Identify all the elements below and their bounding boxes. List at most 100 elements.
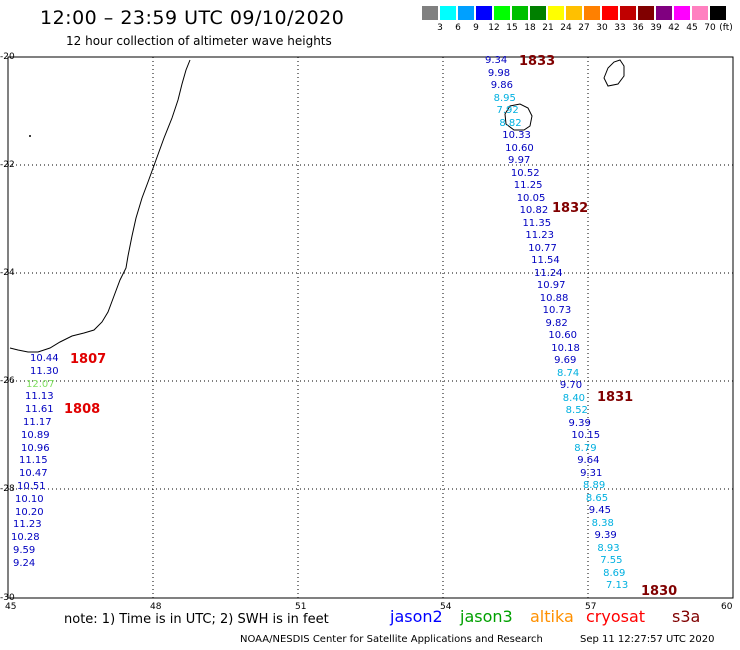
pass-time-label: 1831 xyxy=(597,390,634,405)
scale-swatch xyxy=(620,6,636,20)
page-subtitle: 12 hour collection of altimeter wave hei… xyxy=(66,34,332,48)
satellite-legend-item: cryosat xyxy=(586,607,646,626)
scale-label: 45 xyxy=(686,23,698,33)
mauritius-island xyxy=(603,59,625,87)
scale-label: 30 xyxy=(596,23,608,33)
wave-height-value: 10.77 xyxy=(528,242,557,254)
scale-label: 18 xyxy=(524,23,536,33)
scale-label: 12 xyxy=(488,23,500,33)
wave-height-value: 11.24 xyxy=(533,267,563,279)
wave-height-value: 10.18 xyxy=(551,342,580,354)
x-tick-label: 51 xyxy=(295,602,307,612)
wave-height-value: 8.89 xyxy=(582,480,606,491)
wave-height-value: 10.10 xyxy=(15,493,44,505)
wave-height-value: 10.15 xyxy=(571,430,601,441)
wave-height-value: 11.15 xyxy=(19,455,48,467)
scale-label: 42 xyxy=(668,23,680,33)
scale-label: 9 xyxy=(473,23,479,33)
satellite-legend-item: jason2 xyxy=(390,607,443,626)
wave-height-value: 12.07 xyxy=(26,378,55,390)
scale-label: 21 xyxy=(542,23,554,33)
wave-height-value: 8.82 xyxy=(499,117,522,129)
reunion-island xyxy=(504,103,533,131)
scale-swatch xyxy=(602,6,618,20)
scale-swatch xyxy=(422,6,438,20)
generation-timestamp: Sep 11 12:27:57 UTC 2020 xyxy=(580,634,715,645)
wave-height-value: 8.95 xyxy=(493,92,516,104)
scale-label: 15 xyxy=(506,23,518,33)
wave-height-value: 9.86 xyxy=(490,80,514,91)
small-islet xyxy=(29,135,31,137)
wave-height-value: 11.25 xyxy=(513,180,543,191)
y-tick-label: -30 xyxy=(0,593,15,603)
wave-height-value: 8.79 xyxy=(574,442,597,454)
wave-height-value: 9.39 xyxy=(594,530,617,541)
wave-height-value: 9.45 xyxy=(588,505,611,516)
y-tick-label: -28 xyxy=(0,484,15,494)
wave-height-value: 10.52 xyxy=(510,167,540,179)
pass-time-label: 1807 xyxy=(70,352,107,367)
wave-height-value: 11.13 xyxy=(25,391,54,403)
credit-line: NOAA/NESDIS Center for Satellite Applica… xyxy=(240,634,543,645)
wave-height-value: 10.60 xyxy=(505,142,534,154)
scale-unit-label: (ft) xyxy=(719,23,733,33)
wave-height-value: 8.40 xyxy=(562,392,586,404)
scale-swatch xyxy=(458,6,474,20)
x-tick-label: 45 xyxy=(5,602,17,612)
wave-height-value: 11.17 xyxy=(23,417,52,428)
satellite-legend-item: jason3 xyxy=(460,607,513,626)
satellite-legend-item: s3a xyxy=(672,607,701,626)
wave-height-value: 9.31 xyxy=(580,467,603,479)
wave-height-value: 9.69 xyxy=(554,355,577,366)
scale-label: 70 xyxy=(704,23,716,33)
map-frame xyxy=(7,56,734,599)
scale-swatch xyxy=(584,6,600,20)
wave-height-value: 9.98 xyxy=(487,67,511,79)
wave-height-value: 7.55 xyxy=(600,555,623,566)
wave-height-value: 9.97 xyxy=(508,155,531,166)
wave-height-value: 8.74 xyxy=(557,367,580,379)
pass-time-label: 1832 xyxy=(552,201,589,216)
scale-label: 33 xyxy=(614,23,626,33)
scale-swatch xyxy=(692,6,708,20)
wave-height-value: 8.52 xyxy=(565,405,588,416)
wave-height-value: 10.96 xyxy=(21,442,50,454)
scale-label: 3 xyxy=(437,23,443,33)
footer-note: note: 1) Time is in UTC; 2) SWH is in fe… xyxy=(64,612,329,627)
wave-height-value: 11.30 xyxy=(30,365,59,377)
wave-height-value: 8.65 xyxy=(585,492,609,504)
wave-height-value: 10.20 xyxy=(15,506,44,518)
x-tick-label: 48 xyxy=(150,602,162,612)
lat-lon-grid xyxy=(8,57,733,598)
scale-swatch xyxy=(530,6,546,20)
scale-swatch xyxy=(638,6,654,20)
scale-swatch xyxy=(476,6,492,20)
y-tick-label: -24 xyxy=(0,268,15,278)
wave-height-value: 7.13 xyxy=(606,580,629,591)
scale-label: 39 xyxy=(650,23,662,33)
scale-swatch xyxy=(494,6,510,20)
x-tick-label: 54 xyxy=(440,602,452,612)
wave-height-value: 10.47 xyxy=(19,468,48,480)
madagascar-coastline xyxy=(9,59,191,353)
pass-time-label: 1808 xyxy=(64,402,101,417)
scale-label: 36 xyxy=(632,23,644,33)
wave-height-value: 10.97 xyxy=(536,280,566,291)
wave-height-value: 10.89 xyxy=(21,429,50,441)
scale-swatch xyxy=(674,6,690,20)
wave-height-value: 9.82 xyxy=(545,317,568,329)
scale-swatch xyxy=(710,6,726,20)
wave-height-value: 8.69 xyxy=(603,567,626,579)
x-tick-label: 60 xyxy=(721,602,733,612)
wave-height-value: 10.88 xyxy=(539,292,569,304)
scale-swatch xyxy=(512,6,528,20)
wave-height-value: 9.70 xyxy=(559,380,583,391)
scale-swatch xyxy=(566,6,582,20)
wave-height-value: 10.73 xyxy=(542,305,572,316)
wave-height-value: 11.61 xyxy=(25,404,54,416)
y-tick-label: -22 xyxy=(0,160,15,170)
wave-height-value: 10.28 xyxy=(11,532,40,544)
wave-height-value: 9.34 xyxy=(485,55,508,66)
scale-swatch xyxy=(440,6,456,20)
